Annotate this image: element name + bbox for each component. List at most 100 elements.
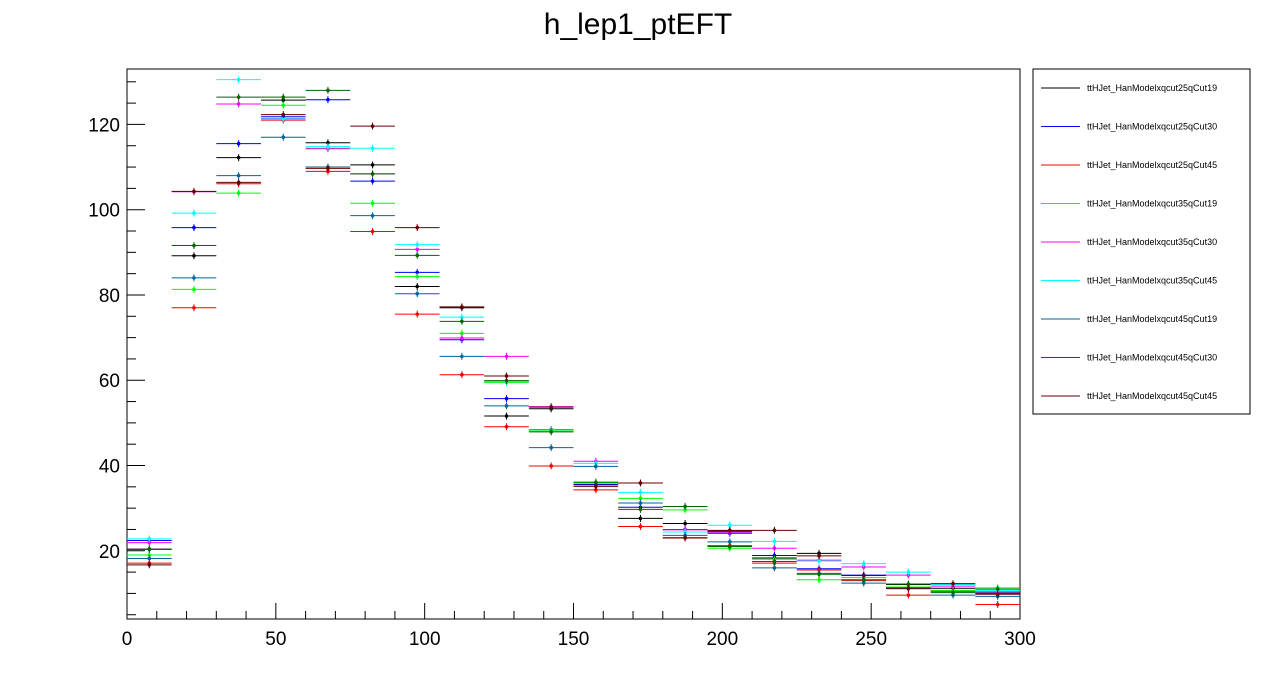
legend-label: ttHJet_HanModelxqcut25qCut19 bbox=[1087, 83, 1217, 93]
legend-entry: ttHJet_HanModelxqcut45qCut30 bbox=[1041, 353, 1217, 363]
data-point bbox=[281, 95, 286, 99]
data-point bbox=[638, 501, 643, 505]
legend-label: ttHJet_HanModelxqcut45qCut30 bbox=[1087, 353, 1217, 363]
data-point bbox=[772, 559, 777, 564]
data-point bbox=[236, 155, 241, 160]
y-tick-label: 100 bbox=[88, 201, 120, 222]
series bbox=[127, 86, 1020, 597]
data-point bbox=[370, 124, 375, 128]
legend-label: ttHJet_HanModelxqcut45qCut19 bbox=[1087, 314, 1217, 324]
data-point bbox=[236, 173, 241, 178]
data-point bbox=[370, 229, 375, 234]
data-point bbox=[861, 561, 866, 566]
data-point bbox=[504, 414, 509, 418]
data-point bbox=[817, 554, 821, 558]
data-point bbox=[192, 243, 196, 248]
data-point bbox=[460, 354, 464, 359]
x-tick-label: 50 bbox=[265, 629, 286, 650]
data-point bbox=[727, 540, 732, 544]
data-point bbox=[638, 516, 643, 521]
data-point bbox=[504, 404, 509, 408]
data-point bbox=[281, 135, 286, 140]
data-point bbox=[326, 140, 330, 145]
data-point bbox=[638, 490, 643, 495]
data-point bbox=[727, 528, 732, 533]
data-point bbox=[727, 523, 732, 528]
data-point bbox=[460, 331, 464, 336]
data-point bbox=[192, 276, 196, 280]
data-point bbox=[370, 172, 375, 176]
data-point bbox=[370, 146, 375, 151]
x-tick-label: 0 bbox=[122, 629, 133, 650]
data-point bbox=[638, 496, 643, 501]
data-point bbox=[326, 88, 330, 93]
data-point bbox=[460, 372, 464, 377]
data-point bbox=[415, 242, 420, 247]
data-point bbox=[192, 253, 196, 258]
legend-label: ttHJet_HanModelxqcut35qCut19 bbox=[1087, 199, 1217, 209]
data-point bbox=[415, 270, 420, 275]
data-point bbox=[236, 141, 241, 146]
x-tick-label: 200 bbox=[706, 629, 738, 650]
data-point bbox=[817, 577, 821, 582]
data-point bbox=[906, 593, 911, 597]
legend-entry: ttHJet_HanModelxqcut45qCut19 bbox=[1041, 314, 1217, 324]
data-point bbox=[683, 536, 687, 540]
data-point bbox=[861, 573, 866, 578]
data-point bbox=[549, 464, 553, 468]
legend-label: ttHJet_HanModelxqcut45qCut45 bbox=[1087, 391, 1217, 401]
x-tick-label: 100 bbox=[409, 629, 441, 650]
legend-entry: ttHJet_HanModelxqcut35qCut30 bbox=[1041, 237, 1217, 247]
data-point bbox=[236, 180, 241, 185]
data-point bbox=[281, 112, 286, 117]
data-point bbox=[326, 144, 330, 149]
data-point bbox=[236, 77, 241, 82]
data-point bbox=[281, 117, 286, 121]
data-point bbox=[236, 191, 241, 195]
legend-entry: ttHJet_HanModelxqcut25qCut19 bbox=[1041, 83, 1217, 93]
data-point bbox=[370, 213, 375, 218]
data-point bbox=[415, 247, 420, 252]
data-point bbox=[504, 354, 509, 359]
legend-entry: ttHJet_HanModelxqcut25qCut45 bbox=[1041, 160, 1217, 170]
data-point bbox=[995, 602, 1000, 607]
data-point bbox=[683, 521, 687, 526]
data-point bbox=[370, 163, 375, 167]
y-tick-label: 20 bbox=[99, 542, 120, 563]
data-point bbox=[460, 305, 464, 309]
y-tick-label: 120 bbox=[88, 115, 120, 136]
data-point bbox=[236, 102, 241, 106]
data-point bbox=[504, 378, 509, 383]
data-point bbox=[861, 577, 866, 582]
data-point bbox=[772, 566, 777, 570]
data-point bbox=[326, 166, 330, 171]
legend-entry: ttHJet_HanModelxqcut35qCut45 bbox=[1041, 276, 1217, 286]
data-point bbox=[817, 572, 821, 577]
data-point bbox=[415, 225, 420, 230]
data-point bbox=[415, 284, 420, 289]
data-point bbox=[370, 179, 375, 183]
y-axis: 20 40 60 80 100 120 bbox=[88, 81, 145, 616]
x-tick-label: 300 bbox=[1004, 629, 1036, 650]
data-point bbox=[281, 103, 286, 108]
data-point bbox=[951, 590, 955, 595]
data-point bbox=[772, 553, 777, 558]
data-point bbox=[594, 464, 598, 469]
data-point bbox=[460, 336, 464, 340]
data-point bbox=[147, 547, 152, 552]
data-point bbox=[370, 201, 375, 206]
data-point bbox=[326, 97, 330, 102]
data-point bbox=[415, 274, 420, 279]
data-point bbox=[951, 581, 955, 586]
data-point bbox=[504, 374, 509, 378]
data-point bbox=[772, 528, 777, 533]
data-point bbox=[504, 396, 509, 401]
data-point bbox=[638, 481, 643, 485]
y-tick-label: 40 bbox=[99, 457, 120, 478]
legend-label: ttHJet_HanModelxqcut25qCut45 bbox=[1087, 160, 1217, 170]
x-tick-label: 150 bbox=[558, 629, 590, 650]
data-point bbox=[817, 559, 821, 563]
data-point bbox=[995, 592, 1000, 597]
data-point bbox=[192, 225, 196, 230]
